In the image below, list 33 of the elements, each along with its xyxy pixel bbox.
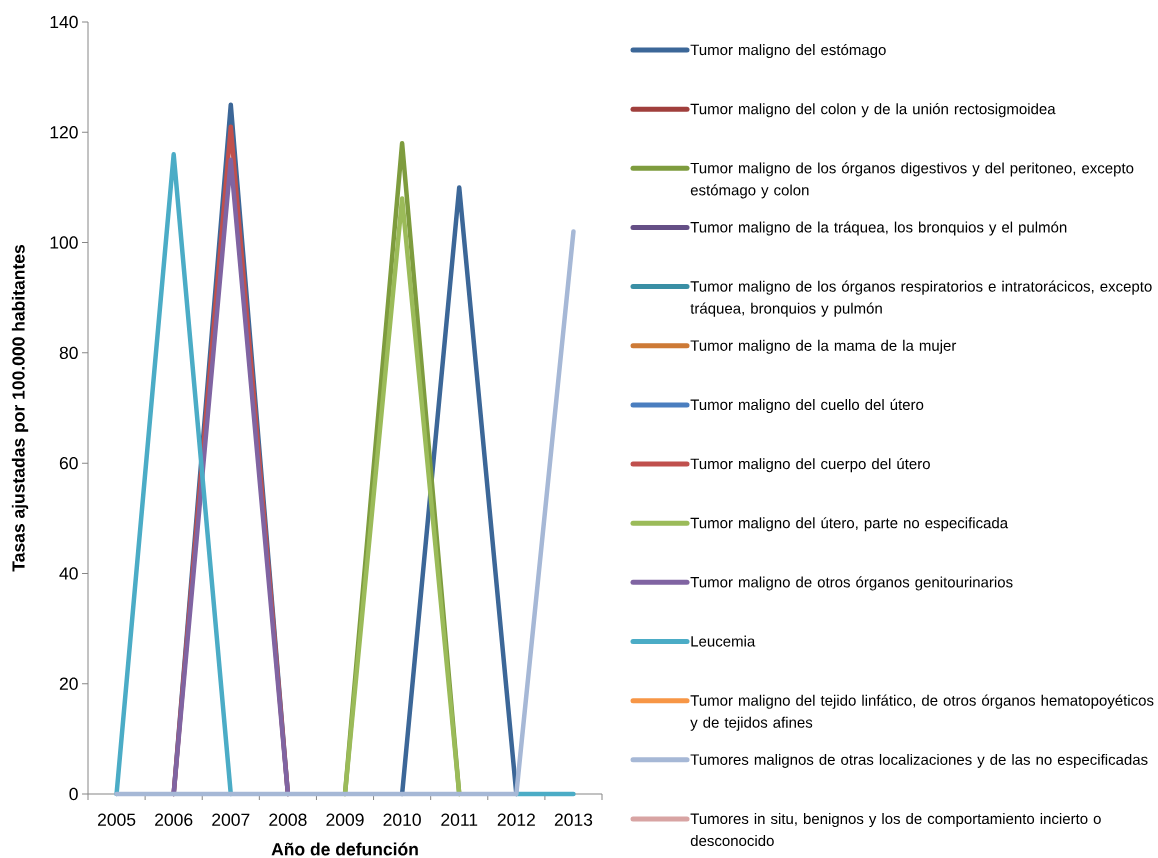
legend-label: Tumor maligno de los órganos digestivos y del peritoneo, excepto estómago y colon bbox=[690, 162, 1134, 199]
x-tick-label: 2005 bbox=[97, 813, 136, 826]
y-tick-label: 140 bbox=[50, 15, 78, 29]
x-axis-title: Año de defunción bbox=[271, 842, 418, 856]
legend-label: Tumor maligno del cuerpo del útero bbox=[690, 457, 930, 473]
legend-label: Tumor maligno de otros órganos genitourinarios bbox=[690, 576, 1013, 591]
y-tick-label: 0 bbox=[69, 787, 78, 801]
x-tick-label: 2006 bbox=[155, 813, 193, 826]
x-tick-label: 2008 bbox=[269, 813, 307, 826]
x-tick-label: 2010 bbox=[383, 813, 421, 826]
legend-label: Tumores malignos de otras localizaciones y de las no especificadas bbox=[690, 753, 1148, 768]
x-tick-label: 2012 bbox=[497, 813, 535, 826]
y-axis-title: Tasas ajustadas por 100.000 habitantes bbox=[11, 244, 29, 572]
y-tick-label: 120 bbox=[50, 126, 78, 139]
legend-label: Tumor maligno del estómago bbox=[690, 43, 886, 59]
legend-label: Tumor maligno del cuello del útero bbox=[690, 398, 924, 413]
x-tick-label: 2009 bbox=[326, 813, 364, 826]
y-tick-label: 40 bbox=[59, 567, 78, 580]
y-tick-label: 60 bbox=[59, 456, 78, 470]
y-tick-label: 20 bbox=[59, 677, 78, 690]
legend-label: Tumores in situ, benignos y los de comportamiento incierto o desconocido bbox=[690, 813, 1101, 847]
legend-label: Tumor maligno del útero, parte no especificada bbox=[690, 517, 1009, 532]
legend-label: Tumor maligno del tejido linfático, de otros órganos hematopoyéticos y de tejidos afines bbox=[690, 694, 1154, 731]
y-tick-label: 80 bbox=[59, 346, 78, 360]
x-tick-label: 2011 bbox=[441, 813, 478, 826]
y-tick-label: 100 bbox=[50, 236, 78, 249]
legend-label: Leucemia bbox=[691, 635, 756, 647]
legend-label: Tumor maligno del colon y de la unión rectosigmoidea bbox=[690, 103, 1056, 118]
legend-label: Tumor maligno de la mama de la mujer bbox=[690, 339, 957, 354]
legend-label: Tumor maligno de los órganos respiratorios e intratorácicos, excepto tráquea, bronquios y pulmón bbox=[690, 280, 1152, 317]
legend-label: Tumor maligno de la tráquea, los bronquios y el pulmón bbox=[690, 221, 1067, 236]
x-tick-label: 2013 bbox=[554, 813, 593, 826]
x-tick-label: 2007 bbox=[212, 813, 250, 826]
